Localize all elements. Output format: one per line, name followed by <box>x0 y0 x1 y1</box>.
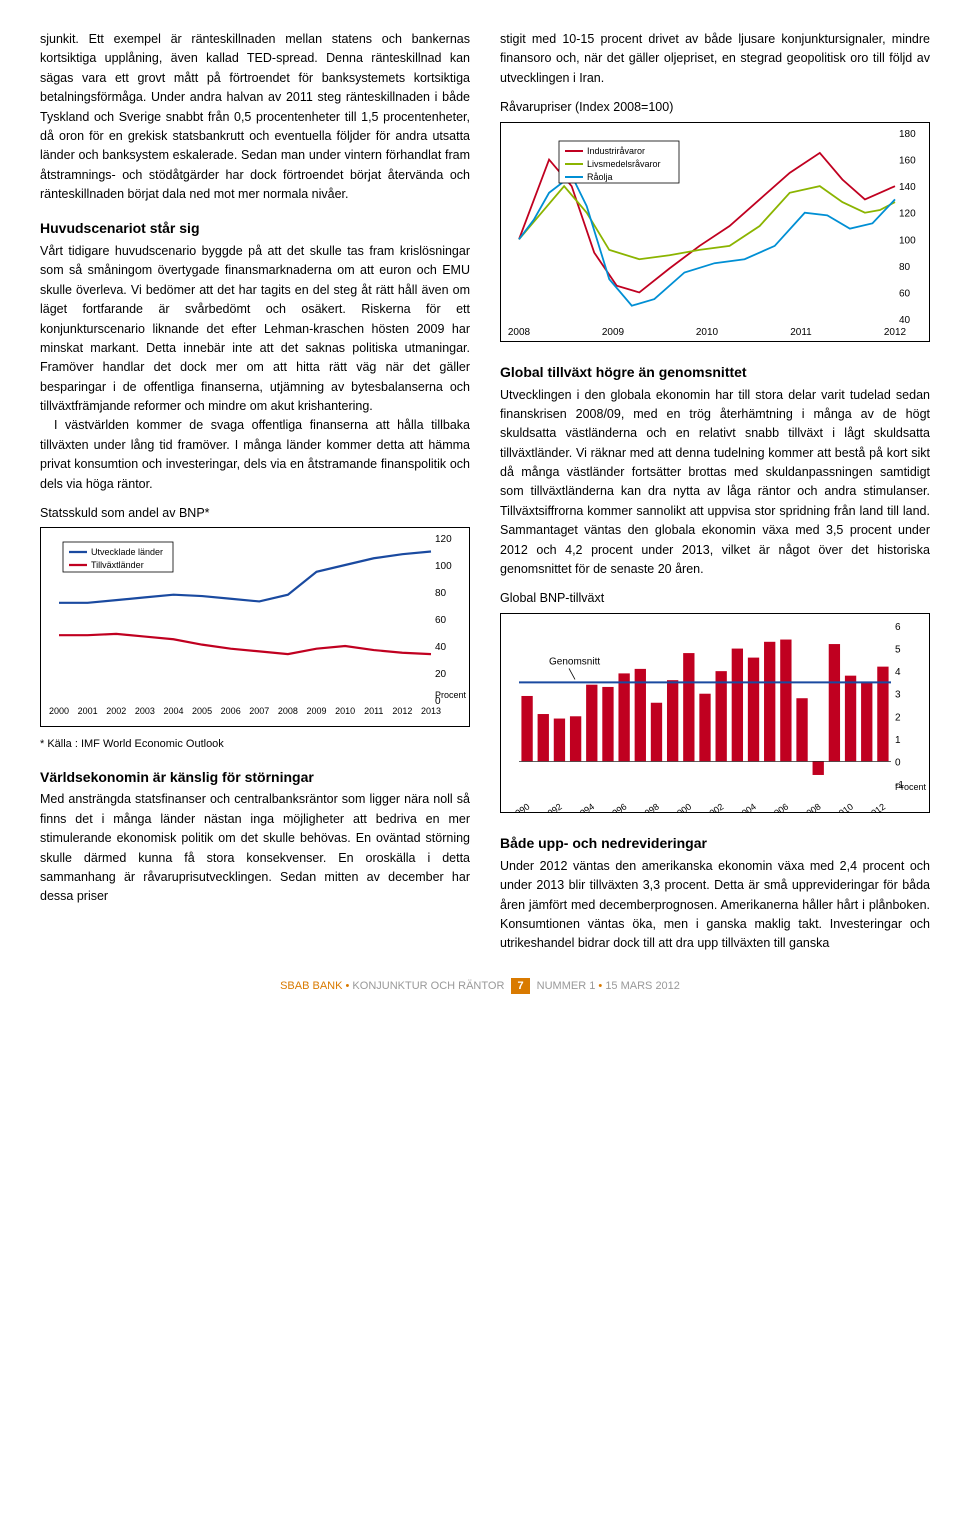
debt-chart: 0204060801001202000200120022003200420052… <box>40 527 470 727</box>
left-heading-2: Världsekonomin är känslig för störningar <box>40 767 470 789</box>
svg-text:2012: 2012 <box>884 327 907 338</box>
svg-text:Utvecklade länder: Utvecklade länder <box>91 547 163 557</box>
gdp-chart: -10123456Genomsnitt199019921994199619982… <box>500 613 930 813</box>
svg-text:Genomsnitt: Genomsnitt <box>549 656 600 667</box>
svg-text:120: 120 <box>435 534 452 545</box>
svg-text:4: 4 <box>895 667 901 678</box>
svg-text:2007: 2007 <box>249 706 269 716</box>
svg-text:Livsmedelsråvaror: Livsmedelsråvaror <box>587 159 661 169</box>
svg-text:2: 2 <box>895 712 901 723</box>
svg-text:2006: 2006 <box>768 801 790 813</box>
page-footer: SBAB BANK • KONJUNKTUR OCH RÄNTOR 7 NUMM… <box>40 978 920 994</box>
svg-text:2008: 2008 <box>278 706 298 716</box>
svg-text:100: 100 <box>435 561 452 572</box>
svg-text:2000: 2000 <box>671 801 693 813</box>
svg-text:2010: 2010 <box>335 706 355 716</box>
svg-text:1990: 1990 <box>509 801 531 813</box>
svg-text:100: 100 <box>899 235 916 246</box>
svg-text:2009: 2009 <box>602 327 625 338</box>
footer-date: 15 MARS 2012 <box>605 980 680 992</box>
svg-text:60: 60 <box>899 288 911 299</box>
left-column: sjunkit. Ett exempel är ränteskillnaden … <box>40 30 470 954</box>
svg-text:0: 0 <box>895 757 901 768</box>
svg-text:2002: 2002 <box>703 801 725 813</box>
svg-text:160: 160 <box>899 155 916 166</box>
svg-text:2013: 2013 <box>421 706 441 716</box>
svg-text:2004: 2004 <box>736 801 758 813</box>
left-para-1: sjunkit. Ett exempel är ränteskillnaden … <box>40 30 470 204</box>
svg-text:2012: 2012 <box>865 801 887 813</box>
footer-title: KONJUNKTUR OCH RÄNTOR <box>352 980 504 992</box>
left-para-2: Vårt tidigare huvudscenario byggde på at… <box>40 242 470 416</box>
svg-text:2008: 2008 <box>800 801 822 813</box>
right-para-1: stigit med 10-15 procent drivet av både … <box>500 30 930 88</box>
chart1-title: Statsskuld som andel av BNP* <box>40 504 470 523</box>
svg-text:2005: 2005 <box>192 706 212 716</box>
svg-text:2001: 2001 <box>78 706 98 716</box>
commodity-chart: 40 60 80 100 120 140 160 180 2008 2009 2010 2011 201… <box>500 122 930 342</box>
right-column: stigit med 10-15 procent drivet av både … <box>500 30 930 954</box>
svg-text:Procent: Procent <box>895 782 927 792</box>
svg-text:180: 180 <box>899 129 916 140</box>
svg-text:2002: 2002 <box>106 706 126 716</box>
right-para-2: Utvecklingen i den globala ekonomin har … <box>500 386 930 580</box>
svg-text:1996: 1996 <box>606 801 628 813</box>
footer-issue: NUMMER 1 <box>537 980 596 992</box>
svg-text:2011: 2011 <box>790 327 812 338</box>
svg-text:2008: 2008 <box>508 327 531 338</box>
svg-text:Tillväxtländer: Tillväxtländer <box>91 560 144 570</box>
svg-text:120: 120 <box>899 208 916 219</box>
svg-text:Procent: Procent <box>435 690 467 700</box>
svg-text:2000: 2000 <box>49 706 69 716</box>
svg-text:2010: 2010 <box>696 327 719 338</box>
svg-text:1: 1 <box>895 735 901 746</box>
svg-text:6: 6 <box>895 622 901 633</box>
svg-text:3: 3 <box>895 689 901 700</box>
left-para-4: Med ansträngda statsfinanser och central… <box>40 790 470 906</box>
svg-text:2009: 2009 <box>307 706 327 716</box>
svg-text:2003: 2003 <box>135 706 155 716</box>
svg-text:5: 5 <box>895 644 901 655</box>
svg-text:1994: 1994 <box>574 801 596 813</box>
right-para-3: Under 2012 väntas den amerikanska ekonom… <box>500 857 930 954</box>
svg-text:2004: 2004 <box>163 706 183 716</box>
svg-text:80: 80 <box>899 261 911 272</box>
svg-text:60: 60 <box>435 615 447 626</box>
svg-text:Råolja: Råolja <box>587 172 613 182</box>
svg-text:40: 40 <box>899 315 911 326</box>
svg-text:2011: 2011 <box>364 706 383 716</box>
chart1-source: * Källa : IMF World Economic Outlook <box>40 736 470 753</box>
svg-text:1998: 1998 <box>639 801 661 813</box>
svg-text:2006: 2006 <box>221 706 241 716</box>
svg-text:Industriråvaror: Industriråvaror <box>587 146 645 156</box>
chart3-title: Global BNP-tillväxt <box>500 589 930 608</box>
left-heading-1: Huvudscenariot står sig <box>40 218 470 240</box>
footer-page: 7 <box>511 978 529 994</box>
svg-text:80: 80 <box>435 588 447 599</box>
right-heading-1: Global tillväxt högre än genomsnittet <box>500 362 930 384</box>
svg-text:40: 40 <box>435 642 447 653</box>
left-para-3: I västvärlden kommer de svaga offentliga… <box>40 416 470 494</box>
right-heading-2: Både upp- och nedrevideringar <box>500 833 930 855</box>
svg-text:20: 20 <box>435 669 447 680</box>
chart2-title: Råvarupriser (Index 2008=100) <box>500 98 930 117</box>
svg-text:2010: 2010 <box>833 801 855 813</box>
footer-org: SBAB BANK <box>280 980 342 992</box>
svg-text:140: 140 <box>899 182 916 193</box>
svg-text:2012: 2012 <box>392 706 412 716</box>
svg-text:1992: 1992 <box>542 801 564 813</box>
